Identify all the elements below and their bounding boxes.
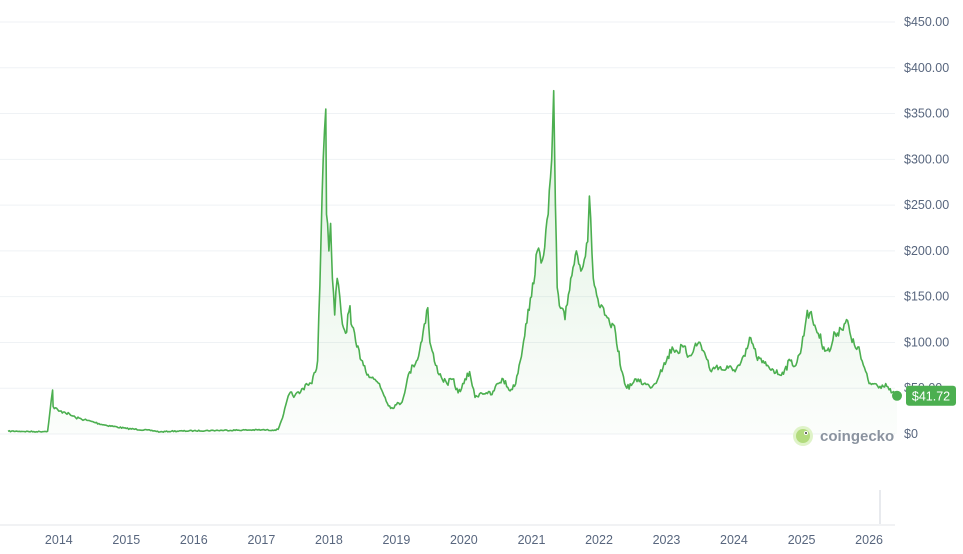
x-tick-label: 2022 bbox=[585, 533, 613, 547]
current-price-dot[interactable] bbox=[892, 390, 902, 401]
x-tick-label: 2025 bbox=[788, 533, 816, 547]
x-tick-label: 2019 bbox=[382, 533, 410, 547]
x-tick-label: 2026 bbox=[855, 533, 883, 547]
x-tick-label: 2020 bbox=[450, 533, 478, 547]
x-tick-label: 2016 bbox=[180, 533, 208, 547]
y-tick-label: $400.00 bbox=[904, 61, 949, 75]
x-tick-label: 2024 bbox=[720, 533, 748, 547]
x-axis-ticks: 2014 2015 2016 2017 2018 2019 2020 2021 2022 2023… bbox=[45, 533, 883, 547]
y-tick-label: $200.00 bbox=[904, 244, 949, 258]
gecko-logo-icon bbox=[793, 426, 813, 446]
x-tick-label: 2017 bbox=[248, 533, 276, 547]
x-tick-label: 2014 bbox=[45, 533, 73, 547]
y-tick-label: $0 bbox=[904, 427, 918, 441]
x-tick-label: 2018 bbox=[315, 533, 343, 547]
price-area-fill bbox=[8, 90, 897, 434]
x-tick-label: 2021 bbox=[518, 533, 546, 547]
current-price-badge: $41.72 bbox=[906, 385, 956, 406]
price-series-line[interactable] bbox=[7, 89, 898, 433]
coingecko-watermark: coingecko bbox=[793, 426, 894, 446]
y-tick-label: $350.00 bbox=[904, 107, 949, 121]
current-price-label: $41.72 bbox=[912, 389, 950, 403]
x-tick-label: 2015 bbox=[112, 533, 140, 547]
y-tick-label: $150.00 bbox=[904, 290, 949, 304]
y-tick-label: $450.00 bbox=[904, 15, 949, 29]
y-axis-ticks: $450.00 $400.00 $350.00 $300.00 $250.00 $200.… bbox=[904, 15, 949, 441]
x-tick-label: 2023 bbox=[653, 533, 681, 547]
y-tick-label: $300.00 bbox=[904, 152, 949, 166]
current-price-badge-bg bbox=[906, 385, 956, 406]
y-tick-label: $100.00 bbox=[904, 335, 949, 349]
y-tick-label: $250.00 bbox=[904, 198, 949, 212]
watermark-brand-text: coingecko bbox=[820, 428, 894, 445]
